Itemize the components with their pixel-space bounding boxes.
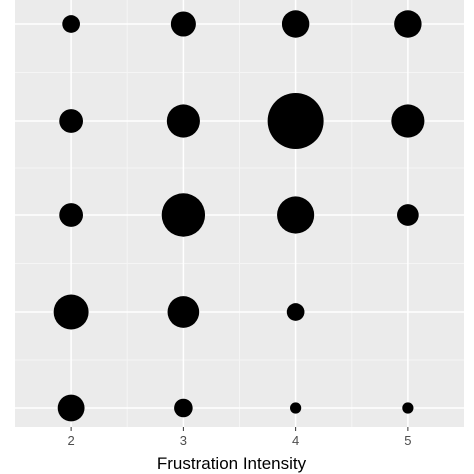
data-point [166, 104, 200, 138]
data-point [167, 296, 200, 328]
data-point [53, 294, 89, 330]
grid-minor [15, 0, 464, 427]
data-point [391, 104, 425, 138]
data-point [170, 11, 196, 37]
data-point [174, 398, 193, 418]
data-point [161, 193, 206, 237]
data-point [277, 196, 315, 234]
x-tick-label: 2 [68, 433, 75, 448]
data-point [57, 394, 85, 422]
data-point [59, 203, 84, 227]
x-tick-label: 3 [180, 433, 187, 448]
x-axis: 2 3 4 5 [68, 427, 411, 448]
data-point [394, 10, 422, 38]
data-point [397, 204, 419, 226]
data-point [290, 402, 302, 414]
data-point [59, 109, 84, 133]
bubble-points [53, 10, 425, 422]
data-point [286, 303, 305, 321]
data-point [281, 10, 310, 38]
x-tick-label: 4 [292, 433, 299, 448]
x-axis-title: Frustration Intensity [157, 454, 307, 473]
data-point [62, 15, 80, 33]
data-point [402, 402, 414, 414]
x-tick-label: 5 [404, 433, 411, 448]
data-point [267, 93, 324, 149]
